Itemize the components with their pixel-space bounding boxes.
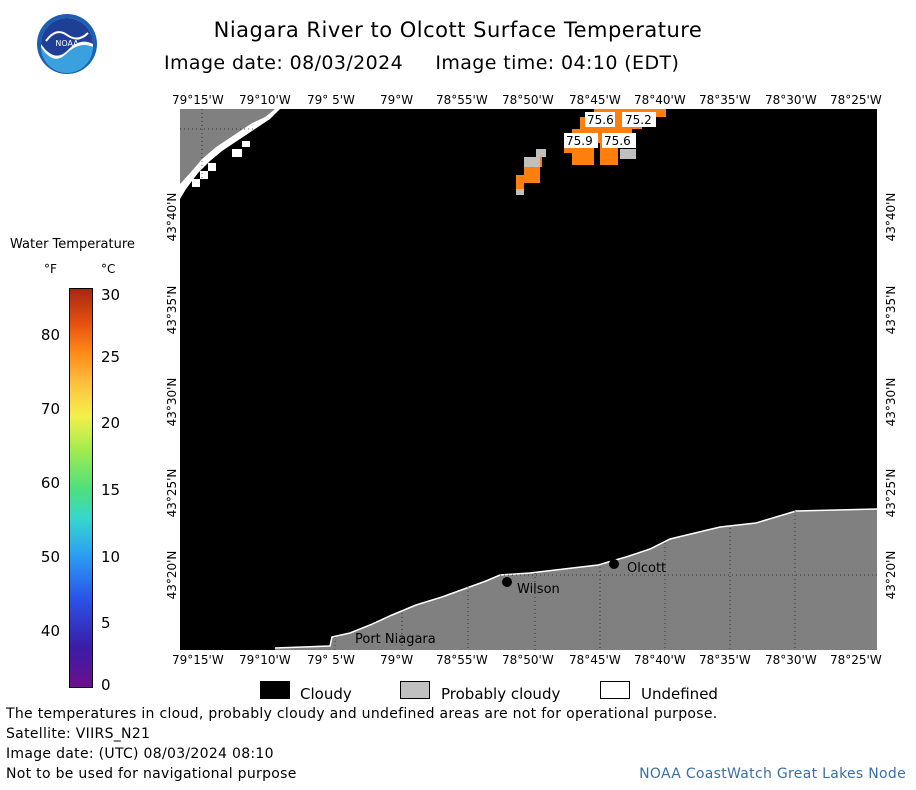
c-tick: 0 [101,676,111,694]
lon-label-bottom: 78°35'W [699,653,751,667]
lon-label-top: 78°35'W [699,93,751,107]
legend-unit-c: °C [101,262,116,276]
key-swatch-probably-cloudy [400,681,430,699]
f-tick: 40 [40,622,60,640]
lon-label-bottom: 79°10'W [239,653,291,667]
c-tick: 30 [101,286,121,304]
lat-label-right: 43°20'N [884,550,898,600]
lon-label-bottom: 79°W [380,653,414,667]
f-tick: 60 [40,474,60,492]
lon-label-top: 78°30'W [765,93,817,107]
key-label-probably-cloudy: Probably cloudy [441,685,561,703]
place-label-wilson: Wilson [517,582,560,597]
lat-label-right: 43°30'N [884,377,898,427]
page-title: Niagara River to Olcott Surface Temperat… [213,18,703,42]
lon-label-bottom: 78°30'W [765,653,817,667]
footer-navigation-warning: Not to be used for navigational purpose [6,766,297,782]
lon-label-bottom: 78°45'W [569,653,621,667]
c-tick: 20 [101,414,121,432]
temperature-map: 75.6 75.2 75.9 75.6 Olcott Wilson Port N… [180,109,877,650]
lon-label-top: 78°55'W [436,93,488,107]
image-date-time: Image date: 08/03/2024 Image time: 04:10… [164,52,680,74]
c-tick: 25 [101,348,121,366]
lon-label-top: 79°10'W [239,93,291,107]
place-label-port-niagara: Port Niagara [355,632,436,647]
c-tick: 5 [101,614,111,632]
wilson-marker [502,577,512,587]
lon-label-top: 78°50'W [502,93,554,107]
lon-label-top: 79° 5'W [307,93,355,107]
undefined-area [180,109,280,199]
temperature-label: 75.9 [566,134,593,148]
land-south [275,509,877,650]
footer-utc-date: Image date: (UTC) 08/03/2024 08:10 [6,746,274,762]
lat-label-right: 43°35'N [884,285,898,335]
key-label-undefined: Undefined [641,685,718,703]
credit-link[interactable]: NOAA CoastWatch Great Lakes Node [639,766,906,782]
f-tick: 80 [40,326,60,344]
lon-label-bottom: 78°25'W [830,653,882,667]
logo-text: NOAA [55,39,79,48]
lon-label-top: 79°15'W [172,93,224,107]
key-label-cloudy: Cloudy [300,685,352,703]
key-swatch-cloudy [260,681,290,699]
place-label-olcott: Olcott [627,561,666,576]
lon-label-top: 78°25'W [830,93,882,107]
f-tick: 50 [40,548,60,566]
footer-disclaimer: The temperatures in cloud, probably clou… [6,706,718,722]
c-tick: 15 [101,481,121,499]
lon-label-top: 78°45'W [569,93,621,107]
key-swatch-undefined [600,681,630,699]
olcott-marker [609,559,619,569]
probably-cloudy-patch [516,149,636,195]
lon-label-bottom: 78°40'W [634,653,686,667]
land-nw [180,109,275,184]
lat-label-left: 43°35'N [165,285,179,335]
lat-label-left: 43°40'N [165,192,179,242]
lon-label-top: 79°W [380,93,414,107]
legend-title: Water Temperature [10,237,135,252]
lat-label-left: 43°20'N [165,550,179,600]
temperature-label: 75.6 [587,113,614,127]
lon-label-bottom: 78°55'W [436,653,488,667]
lon-label-bottom: 78°50'W [502,653,554,667]
color-scale-bar [69,288,93,688]
lat-label-right: 43°25'N [884,468,898,518]
f-tick: 70 [40,400,60,418]
temperature-label: 75.6 [604,134,631,148]
lat-label-left: 43°25'N [165,468,179,518]
lat-label-left: 43°30'N [165,377,179,427]
lat-label-right: 43°40'N [884,192,898,242]
lon-label-bottom: 79°15'W [172,653,224,667]
legend-unit-f: °F [44,262,57,276]
c-tick: 10 [101,548,121,566]
temperature-label: 75.2 [625,113,652,127]
lon-label-top: 78°40'W [634,93,686,107]
footer-satellite: Satellite: VIIRS_N21 [6,726,151,742]
noaa-logo: NOAA [37,14,97,74]
lon-label-bottom: 79° 5'W [307,653,355,667]
